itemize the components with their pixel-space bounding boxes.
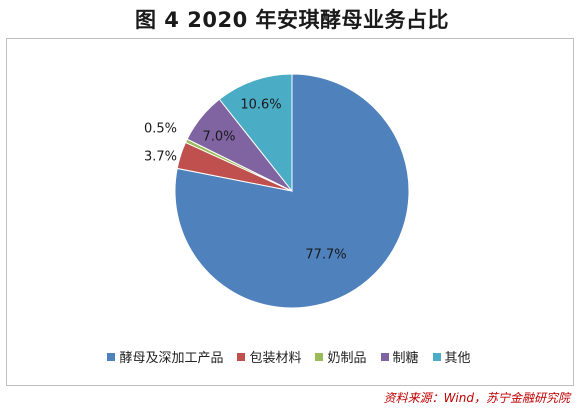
pie-data-label: 10.6% [240, 98, 281, 113]
legend-item: 制糖 [380, 347, 419, 366]
legend-label: 制糖 [392, 351, 419, 366]
legend-swatch [315, 352, 324, 361]
pie-data-label: 3.7% [144, 150, 177, 165]
chart-legend: 酵母及深加工产品 包装材料 奶制品 制糖 其他 [6, 347, 572, 366]
source-note: 资料来源：Wind，苏宁金融研究院 [383, 391, 570, 405]
legend-item: 包装材料 [237, 347, 301, 366]
pie-data-label: 0.5% [144, 122, 177, 137]
legend-item: 酵母及深加工产品 [107, 347, 223, 366]
pie-data-label: 7.0% [202, 130, 235, 145]
legend-swatch [107, 352, 116, 361]
legend-label: 酵母及深加工产品 [119, 351, 224, 366]
legend-label: 奶制品 [327, 351, 367, 366]
legend-item: 其他 [432, 347, 471, 366]
legend-swatch [432, 352, 441, 361]
legend-swatch [237, 352, 246, 361]
pie-slices [174, 73, 410, 309]
pie-data-label: 77.7% [305, 248, 346, 263]
pie-slice-5 [218, 73, 293, 193]
legend-item: 奶制品 [315, 347, 367, 366]
chart-title: 图 4 2020 年安琪酵母业务占比 [135, 8, 449, 32]
pie-labels: 77.7% 3.7% 0.5% 7.0% 10.6% [144, 98, 347, 263]
legend-label: 其他 [444, 351, 471, 366]
legend-swatch [380, 352, 389, 361]
legend-label: 包装材料 [249, 351, 302, 366]
